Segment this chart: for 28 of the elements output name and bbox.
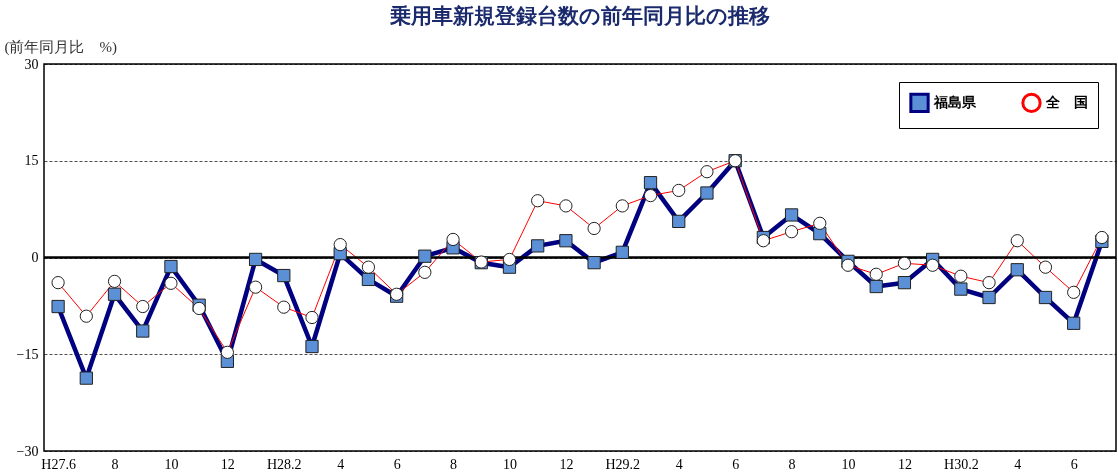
x-tick-label: 4 bbox=[675, 456, 683, 472]
x-tick-label: 8 bbox=[450, 456, 458, 472]
x-tick-label: 8 bbox=[788, 456, 796, 472]
x-tick-label: 10 bbox=[841, 456, 856, 472]
x-tick-label: H27.6 bbox=[41, 456, 76, 472]
x-tick-label: 6 bbox=[393, 456, 401, 472]
x-tick-label: 6 bbox=[732, 456, 740, 472]
x-tick-label: 10 bbox=[164, 456, 179, 472]
y-tick-label: −30 bbox=[16, 443, 39, 459]
x-tick-label: H29.2 bbox=[605, 456, 641, 472]
y-tick-label: 30 bbox=[24, 56, 39, 72]
y-axis-title: (前年同月比 %) bbox=[4, 38, 117, 56]
x-tick-label: 12 bbox=[559, 456, 574, 472]
x-tick-label: 6 bbox=[1070, 456, 1078, 472]
x-tick-label: 4 bbox=[337, 456, 345, 472]
y-tick-label: 0 bbox=[31, 250, 39, 265]
x-tick-label: 4 bbox=[1014, 456, 1022, 472]
legend-label: 全 国 bbox=[1045, 94, 1088, 110]
x-tick-label: H30.2 bbox=[944, 456, 979, 472]
x-tick-label: 12 bbox=[897, 456, 912, 472]
chart-title: 乗用車新規登録台数の前年同月比の推移 bbox=[389, 4, 770, 28]
x-tick-label: 12 bbox=[220, 456, 235, 472]
y-tick-label: −15 bbox=[16, 346, 39, 362]
legend-label: 福島県 bbox=[933, 93, 977, 110]
y-tick-label: 15 bbox=[24, 153, 39, 169]
x-tick-label: 10 bbox=[502, 456, 517, 472]
x-tick-label: 8 bbox=[111, 456, 119, 472]
x-tick-label: H28.2 bbox=[266, 456, 302, 472]
